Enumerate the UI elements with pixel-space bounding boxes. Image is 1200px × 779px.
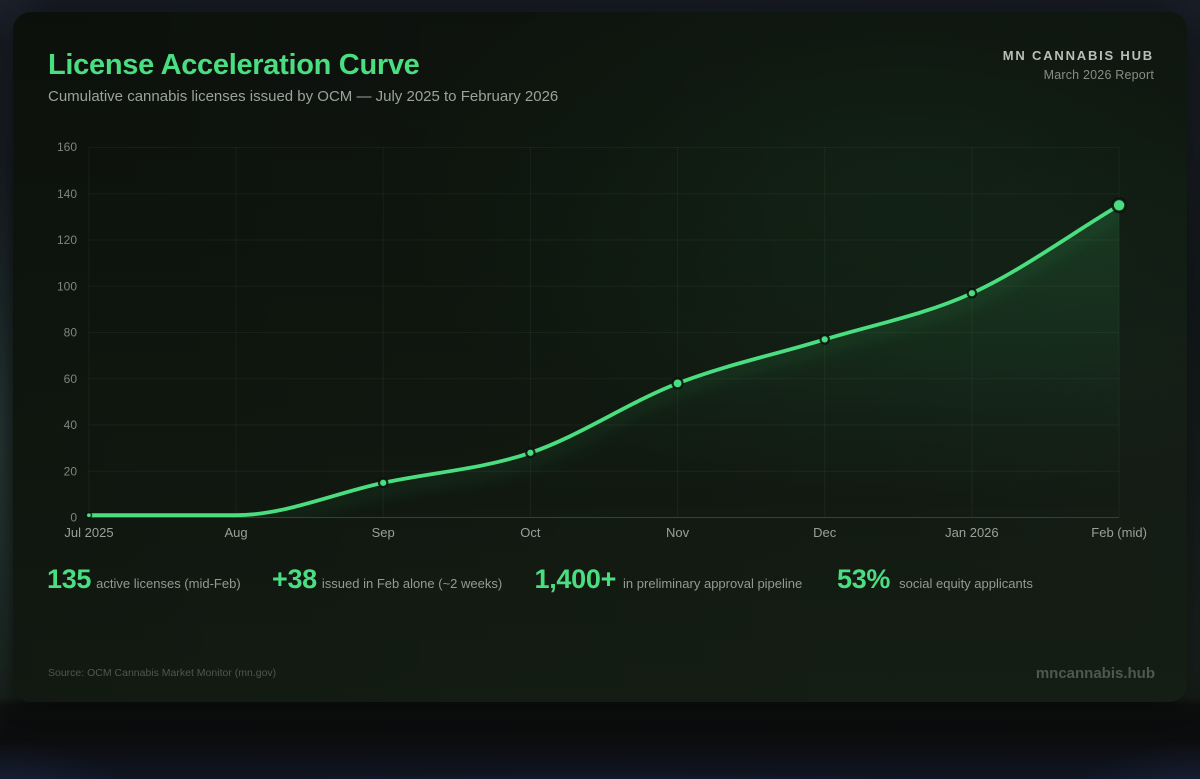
svg-text:40: 40 [64, 418, 78, 432]
svg-text:Aug: Aug [225, 525, 248, 540]
svg-text:80: 80 [64, 326, 78, 340]
svg-text:Dec: Dec [813, 525, 837, 540]
svg-text:140: 140 [57, 187, 77, 201]
svg-text:Oct: Oct [520, 525, 541, 540]
svg-text:Feb (mid): Feb (mid) [1091, 525, 1147, 540]
svg-text:Nov: Nov [666, 525, 690, 540]
svg-text:Sep: Sep [372, 525, 395, 540]
svg-text:100: 100 [57, 279, 77, 293]
svg-text:60: 60 [64, 372, 78, 386]
svg-text:160: 160 [57, 140, 77, 154]
svg-text:20: 20 [64, 464, 78, 478]
svg-text:120: 120 [57, 233, 77, 247]
svg-text:0: 0 [70, 511, 77, 525]
svg-text:Jul 2025: Jul 2025 [64, 525, 113, 540]
svg-text:Jan 2026: Jan 2026 [945, 525, 999, 540]
